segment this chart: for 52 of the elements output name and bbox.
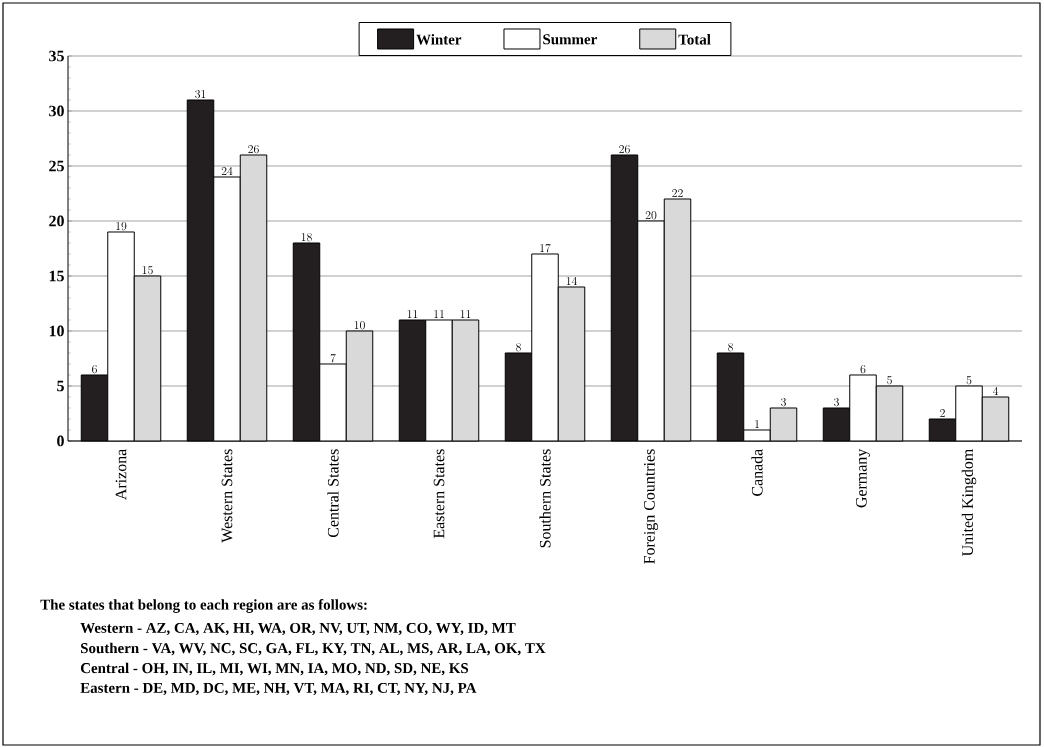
data-label: 8: [728, 343, 733, 352]
data-label: 26: [619, 145, 630, 154]
data-label: 5: [966, 376, 972, 385]
y-tick-label: 25: [49, 160, 64, 172]
y-tick-label: 0: [57, 435, 64, 447]
y-tick-label: 35: [49, 50, 64, 62]
data-label: 6: [92, 365, 97, 374]
data-label: 24: [221, 166, 233, 175]
data-label: 8: [516, 343, 521, 352]
data-label: 10: [354, 321, 365, 330]
y-tick-label: 30: [49, 105, 64, 117]
x-tick-label: Germany: [856, 448, 870, 508]
data-label: 15: [142, 266, 153, 275]
text: Central - OH, IN, IL, MI, WI, MN, IA, MO, ND, SD, NE, KS: [80, 662, 469, 676]
text: Eastern - DE, MD, DC, ME, NH, VT, MA, RI, CT, NY, NJ, PA: [80, 682, 477, 696]
data-label: 7: [330, 353, 336, 363]
data-label: 17: [540, 243, 551, 253]
data-label: 3: [781, 398, 786, 407]
x-tick-label: Eastern States: [433, 449, 445, 539]
data-label: 22: [672, 189, 683, 197]
data-label: 1: [755, 420, 759, 428]
legend-label: Winter: [416, 34, 462, 45]
x-tick-label: Southern States: [539, 449, 551, 548]
data-label: 6: [860, 365, 866, 374]
data-label: 18: [301, 233, 312, 242]
data-label: 5: [887, 376, 892, 385]
text: Southern - VA, WV, NC, SC, GA, FL, KY, TN, AL, MS, AR, LA, OK, TX: [81, 642, 546, 656]
x-tick-label: Arizona: [115, 448, 127, 500]
x-tick-label: Western States: [221, 449, 233, 543]
y-tick-label: 5: [57, 380, 64, 392]
x-tick-label: Foreign Countries: [644, 449, 658, 564]
text: The states that belong to each region are as follows:: [40, 599, 367, 613]
legend-label: Summer: [543, 34, 597, 45]
data-label: 3: [834, 398, 839, 407]
y-tick-label: 20: [49, 215, 64, 227]
data-label: 11: [460, 310, 471, 318]
legend-label: Total: [678, 34, 711, 45]
data-label: 11: [434, 310, 444, 318]
data-label: 11: [407, 310, 418, 318]
data-label: 20: [645, 211, 657, 220]
x-tick-label: Canada: [751, 448, 763, 496]
data-label: 4: [992, 386, 999, 395]
data-label: 2: [940, 409, 945, 417]
y-tick-label: 10: [49, 325, 64, 337]
data-label: 31: [195, 90, 206, 99]
text: Western - AZ, CA, AK, HI, WA, OR, NV, UT, NM, CO, WY, ID, MT: [80, 622, 516, 636]
data-label: 14: [566, 276, 578, 285]
data-label: 19: [116, 222, 127, 231]
x-tick-label: United Kingdom: [961, 449, 977, 557]
y-tick-label: 15: [49, 270, 64, 282]
data-label: 26: [248, 145, 259, 154]
x-tick-label: Central States: [327, 449, 339, 538]
